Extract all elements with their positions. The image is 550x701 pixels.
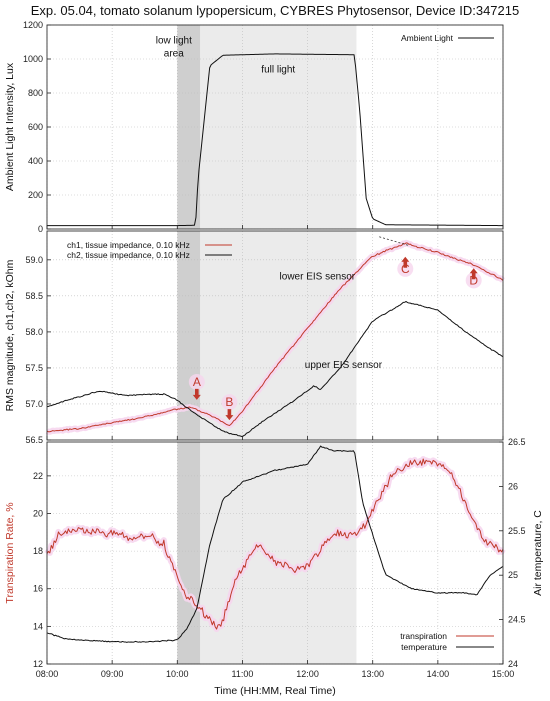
legend-label: ch1, tissue impedance, 0.10 kHz: [67, 240, 190, 250]
panel-1-extras: Ambient Light low light area full light: [156, 33, 494, 76]
full-light-band: [200, 231, 357, 440]
x-tick-label: 11:00: [231, 669, 253, 679]
annotation-upper-eis: upper EIS sensor: [305, 360, 383, 371]
annotation-low-light: area: [164, 49, 184, 60]
plot-frame: [46, 441, 504, 665]
marker-label: C: [401, 262, 410, 276]
legend-label: temperature: [401, 642, 447, 652]
x-tick-label: 12:00: [296, 669, 319, 679]
y-tick-label: 400: [28, 156, 43, 166]
y-tick-label: 59.0: [25, 255, 43, 265]
y-tick-label: 0: [38, 224, 43, 234]
x-tick-label: 08:00: [36, 669, 59, 679]
panel-1: 0 200 400 600 800 1000 1200 Ambient Light Inten…: [4, 20, 504, 234]
x-tick-label: 14:00: [427, 669, 450, 679]
x-tick-label: 10:00: [166, 669, 189, 679]
y-tick-label: 18: [33, 546, 43, 556]
legend-label: Ambient Light: [401, 33, 454, 43]
marker-glow: [221, 394, 238, 411]
y2-tick-label: 25.5: [508, 526, 526, 536]
panel-3-extras: 08:00 09:00 10:00 11:00 12:00 13:00 14:00 15:00…: [36, 437, 544, 697]
y-tick-label: 58.5: [25, 291, 43, 301]
marker-glow: [465, 272, 482, 289]
marker-arrow-icon: [469, 268, 478, 280]
legend-label: transpiration: [400, 631, 447, 641]
marker-arrow-icon: [401, 256, 410, 268]
low-light-band: [177, 442, 201, 664]
y2-axis-label: Air temperature, C: [532, 510, 544, 596]
plot-frame: [46, 230, 504, 441]
x-tick-label: 15:00: [492, 669, 515, 679]
marker-label: B: [225, 395, 233, 409]
y-tick-label: 57.5: [25, 363, 43, 373]
marker-arrow-icon: [192, 388, 201, 400]
full-light-band: [200, 442, 357, 664]
marker-label: A: [193, 375, 201, 389]
y-tick-label: 20: [33, 508, 43, 518]
marker-b: B: [221, 394, 238, 421]
x-tick-label: 13:00: [361, 669, 384, 679]
plot-frame: [46, 24, 504, 230]
marker-glow: [188, 373, 205, 390]
y-tick-label: 22: [33, 471, 43, 481]
y2-tick-label: 25: [508, 570, 518, 580]
y-tick-label: 14: [33, 621, 43, 631]
panel-2: 56.5 57.0 57.5 58.0 58.5 59.0 RMS magnitude, c…: [4, 230, 505, 445]
annotation-lower-eis: lower EIS sensor: [280, 271, 356, 282]
y-tick-label: 600: [28, 122, 43, 132]
marker-arrow-icon: [225, 409, 234, 421]
y2-tick-label: 26: [508, 481, 518, 491]
marker-c: C: [397, 256, 414, 277]
annotation-full-light: full light: [261, 65, 295, 76]
marker-label: D: [469, 273, 478, 287]
marker-d: D: [465, 268, 482, 289]
figure-title: Exp. 05.04, tomato solanum lypopersicum,…: [31, 3, 519, 18]
series-line: [46, 300, 504, 438]
y-tick-label: 1200: [23, 20, 43, 30]
y-tick-label: 58.0: [25, 327, 43, 337]
y-tick-label: 16: [33, 584, 43, 594]
y-tick-label: 56.5: [25, 435, 43, 445]
panel-3: 12 14 16 18 20 22 Transpiration Rate, %: [4, 441, 506, 669]
y-tick-label: 800: [28, 88, 43, 98]
y-axis-label: Transpiration Rate, %: [4, 502, 16, 603]
y-tick-label: 1000: [23, 54, 43, 64]
series-line: [46, 445, 504, 643]
series-line: [46, 458, 504, 630]
y2-tick-label: 24.5: [508, 615, 526, 625]
x-tick-label: 09:00: [101, 669, 124, 679]
series-line: [46, 242, 504, 433]
marker-a: A: [188, 373, 205, 400]
y-axis-label: Ambient Light Intensity, Lux: [4, 62, 16, 191]
annotation-low-light: low light: [156, 36, 192, 47]
marker-glow: [397, 260, 414, 277]
y2-tick-label: 26.5: [508, 437, 526, 447]
y2-tick-label: 24: [508, 659, 518, 669]
series-line: [47, 53, 504, 227]
y-tick-label: 57.0: [25, 399, 43, 409]
y-axis-label: RMS magnitude, ch1,ch2, kOhm: [4, 259, 16, 411]
y-tick-label: 12: [33, 659, 43, 669]
panels: 0 200 400 600 800 1000 1200 Ambient Light Inten…: [4, 20, 544, 697]
y-tick-label: 200: [28, 190, 43, 200]
x-axis-label: Time (HH:MM, Real Time): [214, 685, 336, 697]
legend-label: ch2, tissue impedance, 0.10 kHz: [67, 250, 190, 260]
tangent-line: [379, 236, 409, 246]
